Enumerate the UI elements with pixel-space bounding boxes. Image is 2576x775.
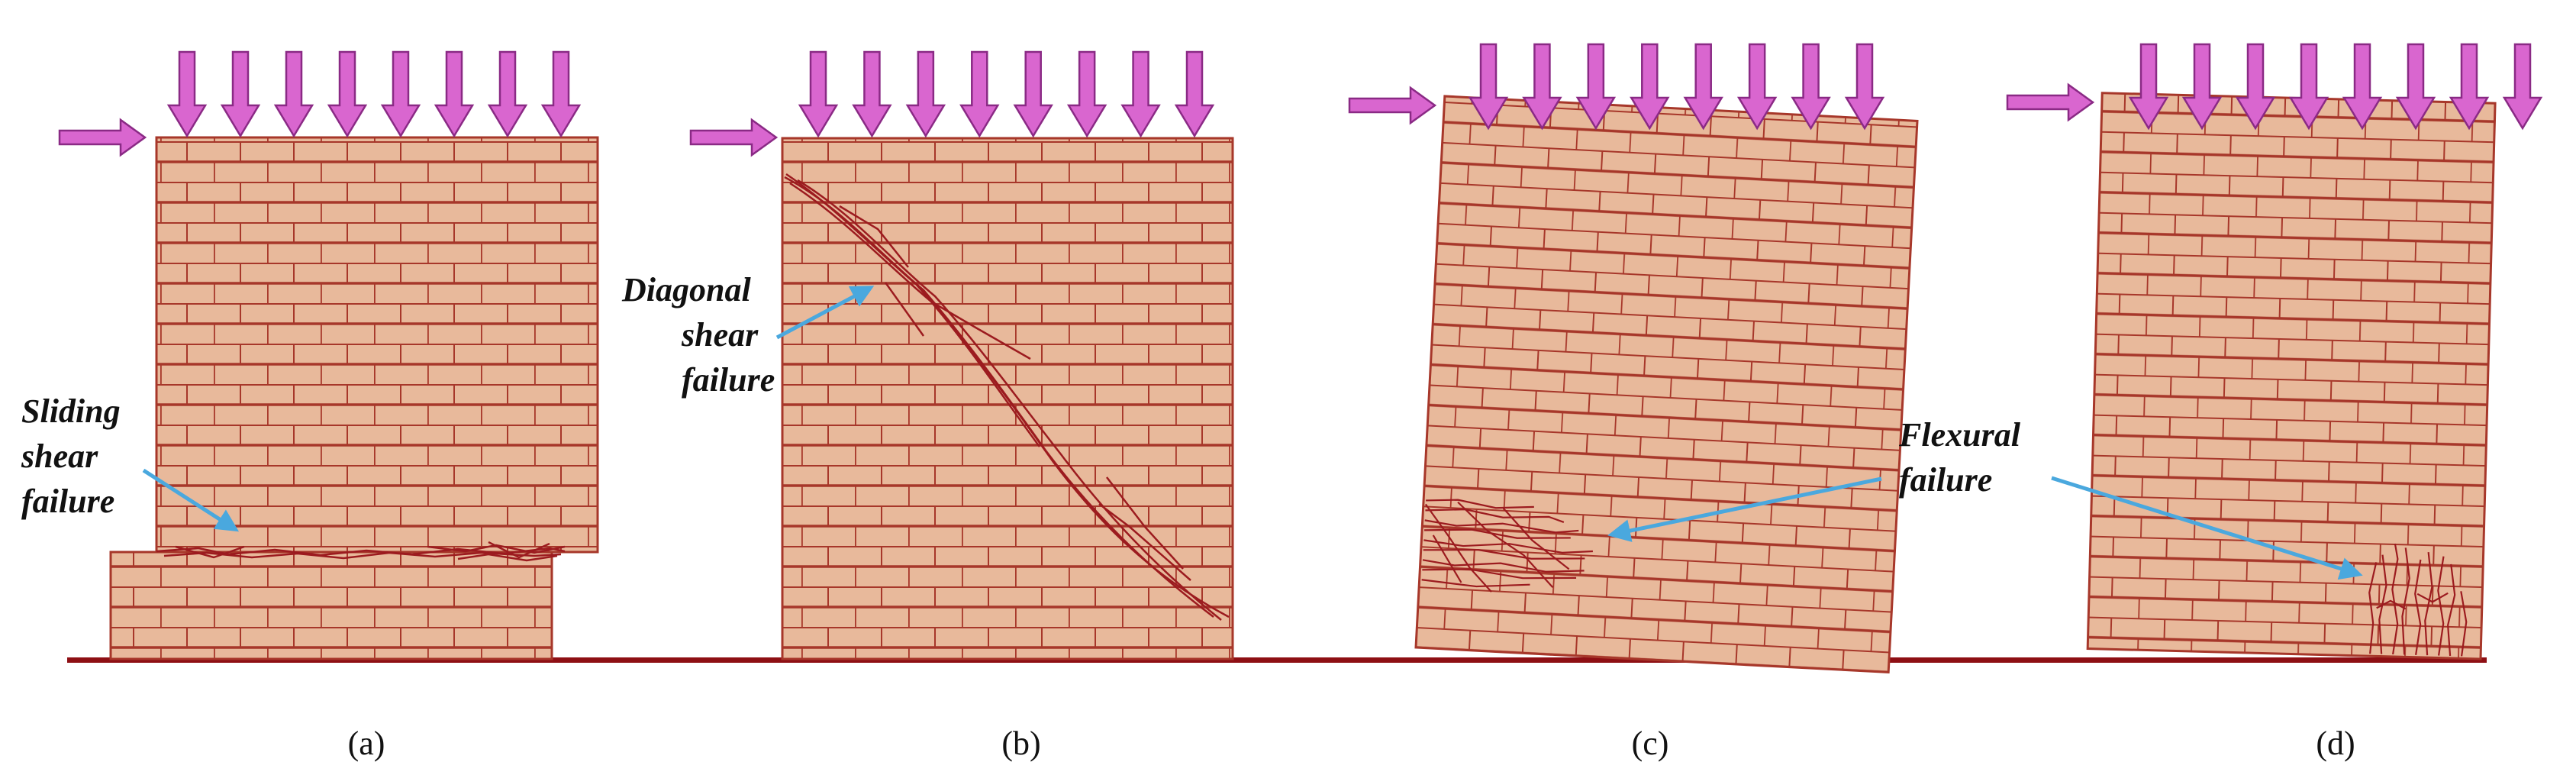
- down-arrow-icon: [380, 50, 421, 138]
- down-arrow-icon: [1630, 43, 1670, 131]
- panel-c: (c): [1348, 43, 1919, 762]
- down-arrow-icon: [1120, 50, 1161, 138]
- down-arrow-icon: [852, 50, 892, 138]
- wall-d-group: [2086, 92, 2497, 660]
- annotation-b-line3: failure: [682, 361, 775, 399]
- down-arrow-icon: [2502, 43, 2543, 131]
- annotation-b-line2: shear: [681, 316, 759, 354]
- right-arrow-icon: [2006, 82, 2095, 122]
- pointer-arrow-icon: [2051, 476, 2363, 580]
- down-arrow-icon: [540, 50, 582, 138]
- load-arrows-b: [798, 50, 1215, 138]
- wall-a-lower: [109, 551, 553, 660]
- caption-b: (b): [1001, 725, 1040, 762]
- annotation-a-line2: shear: [21, 438, 98, 475]
- down-arrow-icon: [1736, 43, 1778, 131]
- down-arrow-icon: [273, 50, 314, 138]
- down-arrow-icon: [2395, 43, 2436, 131]
- panel-a: Sliding shear failure (a): [21, 50, 599, 762]
- down-arrow-icon: [905, 50, 946, 138]
- crack-c: [1421, 499, 1593, 593]
- pointer-arrow-icon: [1607, 476, 1882, 542]
- down-arrow-icon: [2288, 43, 2329, 131]
- down-arrow-icon: [487, 50, 528, 138]
- panel-b: Diagonal shear failure (b): [621, 50, 1234, 762]
- down-arrow-icon: [166, 50, 208, 138]
- down-arrow-icon: [220, 50, 261, 138]
- crack-b: [784, 173, 1230, 621]
- annotation-flexural-line2: failure: [1899, 461, 1992, 499]
- down-arrow-icon: [1683, 43, 1723, 131]
- down-arrow-icon: [1575, 43, 1617, 131]
- down-arrow-icon: [2235, 43, 2276, 131]
- load-arrows-d: [2128, 43, 2543, 131]
- wall-c-group: [1414, 95, 1919, 674]
- down-arrow-icon: [1791, 43, 1831, 131]
- annotation-flexural-line1: Flexural: [1898, 416, 2021, 454]
- down-arrow-icon: [2128, 43, 2169, 131]
- down-arrow-icon: [2181, 43, 2223, 131]
- pointer-arrow-icon: [775, 286, 875, 340]
- down-arrow-icon: [1013, 50, 1053, 138]
- pointer-arrow-icon: [142, 468, 240, 532]
- wall-c: [1414, 95, 1919, 674]
- right-arrow-icon: [689, 118, 779, 157]
- panel-d: (d): [2006, 43, 2543, 762]
- right-arrow-icon: [1348, 86, 1437, 125]
- down-arrow-icon: [798, 50, 839, 138]
- ground-line: [67, 657, 2487, 663]
- down-arrow-icon: [959, 50, 1000, 138]
- annotation-a-line3: failure: [21, 483, 114, 520]
- right-arrow-icon: [58, 118, 147, 157]
- annotation-b-line1: Diagonal: [621, 271, 751, 308]
- down-arrow-icon: [1522, 43, 1562, 131]
- caption-a: (a): [348, 725, 385, 762]
- down-arrow-icon: [1066, 50, 1107, 138]
- down-arrow-icon: [1844, 43, 1885, 131]
- down-arrow-icon: [434, 50, 475, 138]
- down-arrow-icon: [327, 50, 368, 138]
- load-arrows-c: [1468, 43, 1885, 131]
- crack-d: [2368, 543, 2468, 657]
- wall-d: [2086, 92, 2497, 660]
- load-arrows-a: [166, 50, 582, 138]
- annotation-a-line1: Sliding: [21, 392, 121, 430]
- caption-c: (c): [1632, 725, 1669, 762]
- wall-a-upper: [155, 136, 599, 554]
- down-arrow-icon: [1468, 43, 1509, 131]
- caption-d: (d): [2316, 725, 2355, 762]
- crack-a: [156, 541, 566, 562]
- down-arrow-icon: [2342, 43, 2383, 131]
- down-arrow-icon: [1174, 50, 1215, 138]
- down-arrow-icon: [2449, 43, 2490, 131]
